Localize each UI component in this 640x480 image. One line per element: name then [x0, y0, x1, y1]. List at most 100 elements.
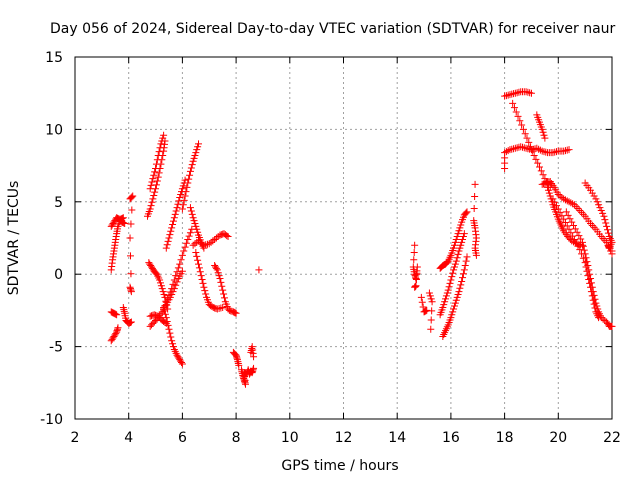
series-s13	[162, 176, 189, 252]
data-point	[188, 161, 196, 169]
y-tick-label: -5	[49, 340, 63, 356]
data-point	[164, 237, 172, 245]
data-point	[567, 229, 575, 237]
data-point	[193, 225, 201, 233]
data-point	[196, 268, 204, 276]
data-point	[428, 307, 436, 315]
data-point	[156, 276, 164, 284]
data-point	[183, 183, 191, 191]
data-point	[568, 218, 576, 226]
data-point	[153, 177, 161, 185]
data-point	[562, 208, 570, 216]
data-point	[215, 272, 223, 280]
data-point	[459, 270, 467, 278]
data-point	[457, 241, 465, 249]
series-s23	[247, 343, 258, 361]
data-point	[170, 214, 178, 222]
data-point	[592, 195, 600, 203]
data-point	[577, 235, 585, 243]
data-point	[195, 260, 203, 268]
series-s6	[126, 192, 137, 296]
data-point	[442, 292, 450, 300]
data-point	[571, 225, 579, 233]
data-point	[152, 269, 160, 277]
data-point	[558, 193, 566, 201]
data-point	[189, 241, 197, 249]
data-point	[177, 256, 185, 264]
data-point	[444, 286, 452, 294]
data-point	[191, 151, 199, 159]
data-point	[219, 304, 227, 312]
x-axis-label: GPS time / hours	[281, 458, 398, 474]
data-point	[456, 244, 464, 252]
data-point	[457, 221, 465, 229]
data-point	[156, 144, 164, 152]
data-point	[150, 171, 158, 179]
data-point	[587, 279, 595, 287]
data-point	[162, 314, 170, 322]
data-point	[456, 284, 464, 292]
data-point	[604, 229, 612, 237]
data-point	[462, 209, 470, 217]
data-point	[454, 230, 462, 238]
data-point	[593, 302, 601, 310]
series-s35	[533, 111, 549, 142]
data-point	[455, 247, 463, 255]
data-point	[190, 217, 198, 225]
series-s16	[189, 230, 232, 249]
data-point	[596, 204, 604, 212]
data-point	[146, 260, 154, 268]
data-point	[512, 108, 520, 116]
data-point	[536, 146, 544, 154]
data-point	[554, 205, 562, 213]
data-point	[191, 220, 199, 228]
series-s2	[107, 214, 129, 230]
data-point	[573, 228, 581, 236]
data-point	[199, 279, 207, 287]
data-point	[186, 229, 194, 237]
data-point	[504, 147, 512, 155]
data-point	[601, 216, 609, 224]
data-point	[201, 287, 209, 295]
data-point	[189, 214, 197, 222]
data-point	[177, 357, 185, 365]
data-point	[528, 147, 536, 155]
data-point	[472, 251, 480, 259]
data-point	[450, 244, 458, 252]
data-point	[501, 149, 509, 157]
data-point	[549, 195, 557, 203]
data-point	[114, 324, 122, 332]
data-point	[455, 227, 463, 235]
data-point	[606, 234, 614, 242]
data-point	[447, 314, 455, 322]
data-point	[179, 182, 187, 190]
data-point	[211, 262, 219, 270]
data-point	[608, 250, 616, 258]
data-point	[567, 199, 575, 207]
data-point	[149, 195, 157, 203]
data-point	[458, 238, 466, 246]
data-point	[158, 285, 166, 293]
data-point	[502, 148, 510, 156]
data-point	[211, 235, 219, 243]
data-point	[563, 222, 571, 230]
data-point	[162, 298, 170, 306]
data-point	[521, 130, 529, 138]
series-s5	[119, 304, 135, 327]
data-point	[169, 280, 177, 288]
data-point	[597, 314, 605, 322]
series-s22	[237, 364, 258, 388]
data-point	[161, 310, 169, 318]
data-point	[168, 285, 176, 293]
data-point	[460, 230, 468, 238]
data-point	[180, 196, 188, 204]
data-point	[605, 244, 613, 252]
x-tick-label: 6	[178, 430, 187, 446]
data-point	[160, 131, 168, 139]
data-point	[463, 253, 471, 261]
data-point	[578, 208, 586, 216]
data-point	[604, 226, 612, 234]
data-point	[207, 238, 215, 246]
data-point	[574, 205, 582, 213]
data-point	[186, 167, 194, 175]
